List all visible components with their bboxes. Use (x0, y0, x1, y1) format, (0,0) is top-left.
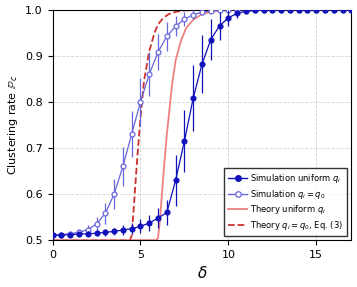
Legend: Simulation uniform $q_i$, Simulation $q_i = q_0$, Theory uniform $q_i$, Theory $: Simulation uniform $q_i$, Simulation $q_… (224, 168, 347, 236)
X-axis label: $\delta$: $\delta$ (197, 265, 207, 282)
Y-axis label: Clustering rate $\mathbb{P}_c$: Clustering rate $\mathbb{P}_c$ (6, 75, 20, 175)
